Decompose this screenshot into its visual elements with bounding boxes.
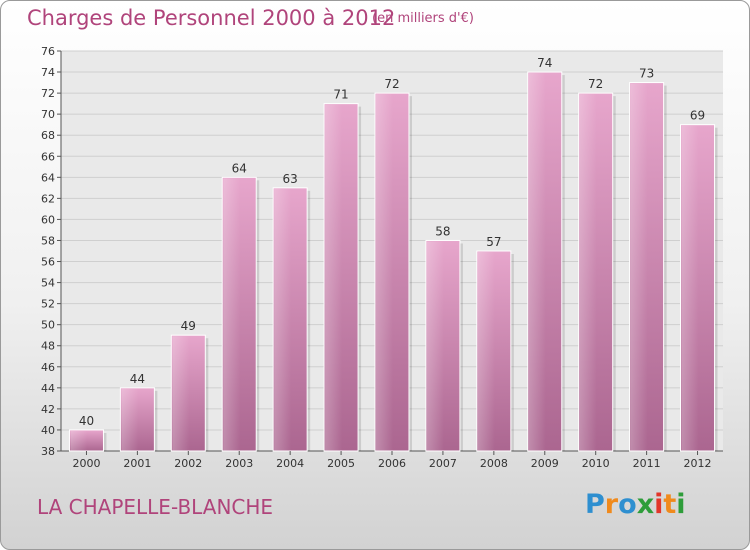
y-tick-label: 74	[41, 66, 55, 79]
x-tick-label: 2003	[225, 457, 253, 470]
y-tick-label: 42	[41, 403, 55, 416]
y-tick-label: 76	[41, 45, 55, 58]
y-tick-label: 64	[41, 171, 55, 184]
y-tick-label: 56	[41, 256, 55, 269]
bar-value-label: 72	[384, 77, 399, 91]
bar-highlight	[70, 430, 88, 451]
y-tick-label: 46	[41, 361, 55, 374]
x-tick-label: 2002	[174, 457, 202, 470]
bar-highlight	[630, 83, 648, 451]
bar-highlight	[376, 94, 393, 452]
x-tick-label: 2004	[276, 457, 304, 470]
bar-highlight	[528, 73, 546, 451]
y-tick-label: 52	[41, 298, 55, 311]
y-tick-label: 60	[41, 213, 55, 226]
y-tick-label: 44	[41, 382, 55, 395]
commune-name: LA CHAPELLE-BLANCHE	[37, 495, 274, 519]
bar-value-label: 40	[79, 414, 94, 428]
x-tick-label: 2008	[480, 457, 508, 470]
x-tick-label: 2000	[72, 457, 100, 470]
bar-highlight	[426, 241, 444, 451]
chart-title: Charges de Personnel 2000 à 2012	[27, 6, 396, 30]
y-tick-label: 48	[41, 340, 55, 353]
logo-letter: i	[676, 489, 686, 520]
bar-value-label: 57	[486, 235, 501, 249]
y-tick-label: 38	[41, 445, 55, 458]
logo-letter: t	[663, 489, 677, 520]
x-tick-label: 2011	[633, 457, 661, 470]
bar-highlight	[477, 252, 495, 451]
y-tick-label: 66	[41, 150, 55, 163]
x-tick-label: 2007	[429, 457, 457, 470]
bar-value-label: 73	[639, 67, 654, 81]
bar-highlight	[681, 125, 699, 452]
x-tick-label: 2010	[582, 457, 610, 470]
logo-letter: r	[604, 489, 619, 520]
bar-value-label: 72	[588, 77, 603, 91]
bar-value-label: 49	[181, 319, 196, 333]
bar-value-label: 64	[232, 161, 247, 175]
x-tick-label: 2009	[531, 457, 559, 470]
x-tick-label: 2001	[123, 457, 151, 470]
bar-highlight	[172, 336, 190, 451]
bar-highlight	[325, 104, 343, 451]
proxiti-logo[interactable]: Proxiti	[585, 489, 686, 520]
x-tick-label: 2005	[327, 457, 355, 470]
logo-letter: x	[636, 489, 655, 520]
bar-value-label: 58	[435, 224, 450, 238]
y-tick-label: 70	[41, 108, 55, 121]
y-tick-label: 68	[41, 129, 55, 142]
logo-letter: o	[618, 489, 637, 520]
bar-highlight	[121, 388, 139, 451]
bar-value-label: 63	[283, 172, 298, 186]
bar-value-label: 69	[690, 109, 705, 123]
y-tick-label: 58	[41, 234, 55, 247]
logo-letter: i	[654, 489, 664, 520]
y-tick-label: 50	[41, 319, 55, 332]
y-tick-label: 62	[41, 192, 55, 205]
bar-value-label: 44	[130, 372, 145, 386]
y-tick-label: 72	[41, 87, 55, 100]
x-tick-label: 2012	[684, 457, 712, 470]
bar-highlight	[223, 178, 241, 451]
y-tick-label: 54	[41, 277, 55, 290]
x-tick-label: 2006	[378, 457, 406, 470]
chart-subtitle: (en milliers d'€)	[372, 11, 474, 26]
bar-highlight	[579, 94, 597, 452]
y-tick-label: 40	[41, 424, 55, 437]
bar-highlight	[274, 188, 292, 451]
logo-letter: P	[585, 489, 605, 520]
bar-value-label: 71	[333, 88, 348, 102]
bar-value-label: 74	[537, 56, 552, 70]
